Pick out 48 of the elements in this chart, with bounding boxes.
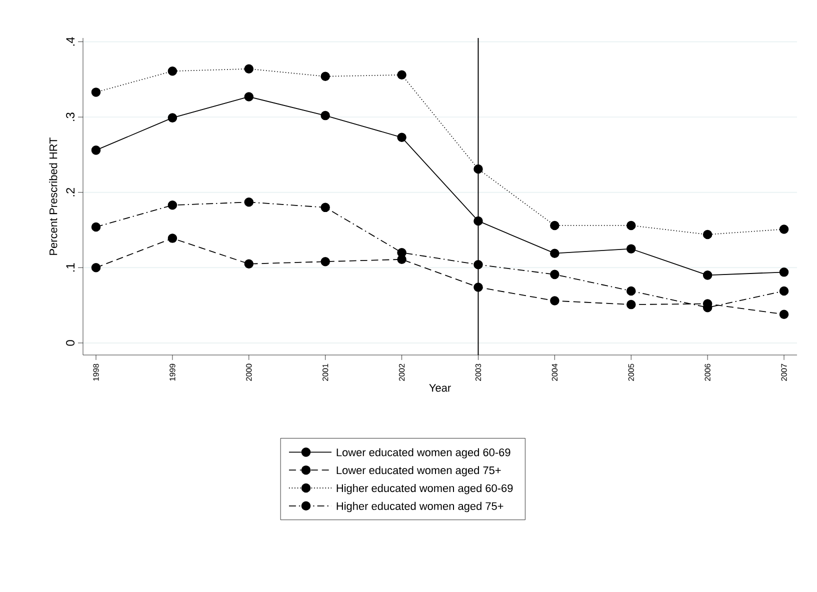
point bbox=[320, 72, 330, 82]
y-axis-title: Percent Prescribed HRT bbox=[49, 137, 58, 255]
point bbox=[168, 234, 178, 243]
legend-label: Higher educated women aged 75+ bbox=[336, 502, 504, 512]
point bbox=[779, 310, 789, 319]
point bbox=[626, 300, 636, 310]
x-axis-title: Year bbox=[429, 384, 451, 392]
legend-label: Lower educated women aged 60-69 bbox=[336, 448, 510, 458]
y-tick-label: 0 bbox=[66, 340, 75, 346]
legend-label: Lower educated women aged 75+ bbox=[336, 466, 501, 476]
y-tick-label: .4 bbox=[66, 37, 75, 46]
point bbox=[397, 70, 406, 80]
point bbox=[91, 222, 101, 232]
point bbox=[474, 260, 483, 270]
point bbox=[91, 146, 101, 155]
point bbox=[550, 248, 560, 258]
point bbox=[168, 113, 178, 122]
point bbox=[702, 230, 712, 240]
y-tick-label: .2 bbox=[66, 188, 75, 196]
point bbox=[779, 286, 789, 296]
point bbox=[550, 296, 560, 306]
point bbox=[91, 263, 101, 272]
point bbox=[474, 164, 483, 174]
point bbox=[244, 92, 254, 102]
point bbox=[168, 200, 178, 210]
point bbox=[702, 270, 712, 280]
point bbox=[320, 110, 330, 120]
point bbox=[397, 132, 406, 142]
point bbox=[244, 259, 254, 269]
point bbox=[779, 224, 789, 234]
point bbox=[474, 282, 483, 292]
point bbox=[168, 66, 178, 76]
point bbox=[626, 220, 636, 230]
point bbox=[320, 256, 330, 266]
y-tick-label: .1 bbox=[66, 263, 75, 272]
legend-label: Higher educated women aged 60-69 bbox=[336, 484, 513, 494]
point bbox=[244, 198, 254, 207]
y-tick-label: .3 bbox=[66, 112, 75, 121]
point bbox=[550, 220, 560, 230]
point bbox=[474, 216, 483, 226]
point bbox=[626, 286, 636, 296]
point bbox=[550, 270, 560, 280]
point bbox=[626, 244, 636, 254]
point bbox=[397, 248, 406, 258]
point bbox=[244, 64, 254, 74]
point bbox=[320, 202, 330, 212]
point bbox=[91, 88, 101, 97]
point bbox=[779, 268, 789, 277]
